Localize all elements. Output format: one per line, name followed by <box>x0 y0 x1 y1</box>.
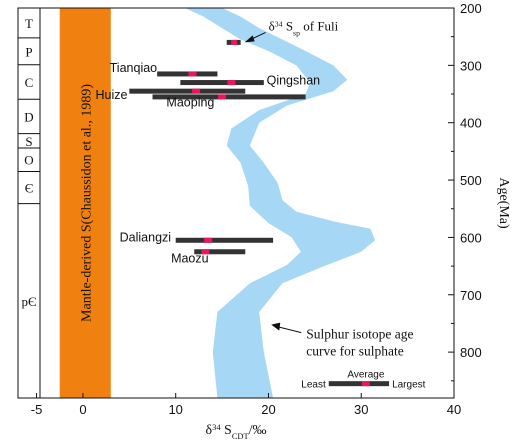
deposit-daliangzi-range-bar <box>175 237 274 243</box>
legend-least-label: Least <box>301 380 326 391</box>
deposit-huize-range-bar <box>129 88 246 94</box>
deposit-qingshan-average-mark <box>227 80 236 86</box>
deposit-tianqiao-range-bar <box>157 71 218 77</box>
y-tick-label: 500 <box>460 173 482 188</box>
legend-average-mark <box>361 381 370 387</box>
period-label: Є <box>25 181 34 196</box>
y-tick-label: 200 <box>460 1 482 16</box>
curve-arrow-head <box>271 322 281 331</box>
x-tick-label: 10 <box>168 402 182 417</box>
y-tick-label: 700 <box>460 288 482 303</box>
deposit-maoping-range-bar <box>152 94 306 100</box>
period-label: O <box>24 153 33 168</box>
curve-label-line2: curve for sulphate <box>306 344 403 359</box>
deposit-label-tianqiao: Tianqiao <box>110 61 158 75</box>
period-label: pЄ <box>21 294 36 309</box>
x-tick-label: 40 <box>447 402 461 417</box>
deposit-huize-average-mark <box>192 88 201 94</box>
deposit-bars <box>129 39 390 387</box>
period-label: P <box>25 44 32 59</box>
y-tick-label: 300 <box>460 58 482 73</box>
axes: -5 0 10 20 30 40 200 300 400 500 600 700 800 Age(Ma) δ… <box>17 1 511 441</box>
sulphate-curve-layer <box>185 8 376 398</box>
mantle-band-label: Mantle-derived S(Chaussidon et al., 1989… <box>79 84 94 322</box>
deposit-maoping-average-mark <box>218 94 227 100</box>
x-axis-label: δ34 SCDT/‰ <box>206 423 267 441</box>
deposit-maozu-average-mark <box>201 249 210 255</box>
x-tick-label: 30 <box>354 402 368 417</box>
mantle-derived-band <box>59 8 111 398</box>
period-label: C <box>25 75 34 90</box>
curve-label-line1: Sulphur isotope age <box>306 327 413 342</box>
annotations: Tianqiao Qingshan Huize Maoping DaliangziMao… <box>95 18 425 390</box>
fuli-arrow-head <box>244 35 255 43</box>
deposit-maozu-range-bar <box>194 249 246 255</box>
x-tick-label: 0 <box>79 402 86 417</box>
legend-average-label: Average <box>347 370 385 381</box>
legend-largest-label: Largest <box>392 380 426 391</box>
mantle-band-layer: Mantle-derived S(Chaussidon et al., 1989… <box>59 8 111 398</box>
period-label: T <box>25 16 33 31</box>
y-axis-label: Age(Ma) <box>496 177 511 229</box>
curve-arrow-line <box>277 326 302 334</box>
fuli-annotation: δ34 Ssp of Fuli <box>269 18 339 37</box>
y-tick-label: 600 <box>460 230 482 245</box>
period-column-frame <box>17 7 41 399</box>
plot-frame <box>17 7 455 399</box>
deposit-label-huize: Huize <box>95 88 127 102</box>
x-tick-label: 20 <box>261 402 275 417</box>
y-tick-label: 800 <box>460 345 482 360</box>
legend-range-bar <box>328 381 390 387</box>
sulphate-curve <box>185 8 376 398</box>
deposit-label-qingshan: Qingshan <box>267 73 321 87</box>
deposit-qingshan-range-bar <box>180 80 264 86</box>
deposit-daliangzi-average-mark <box>204 237 213 243</box>
y-tick-label: 400 <box>460 116 482 131</box>
deposit-label-daliangzi: Daliangzi <box>120 230 171 244</box>
period-label: D <box>24 109 33 124</box>
deposit-tianqiao-average-mark <box>188 71 197 77</box>
deposit-label-maoping: Maoping <box>166 96 214 110</box>
x-tick-label: -5 <box>31 402 43 417</box>
fuli-average-mark <box>231 39 238 45</box>
deposit-label-maozu: Maozu <box>171 252 209 266</box>
period-label: S <box>25 134 32 149</box>
